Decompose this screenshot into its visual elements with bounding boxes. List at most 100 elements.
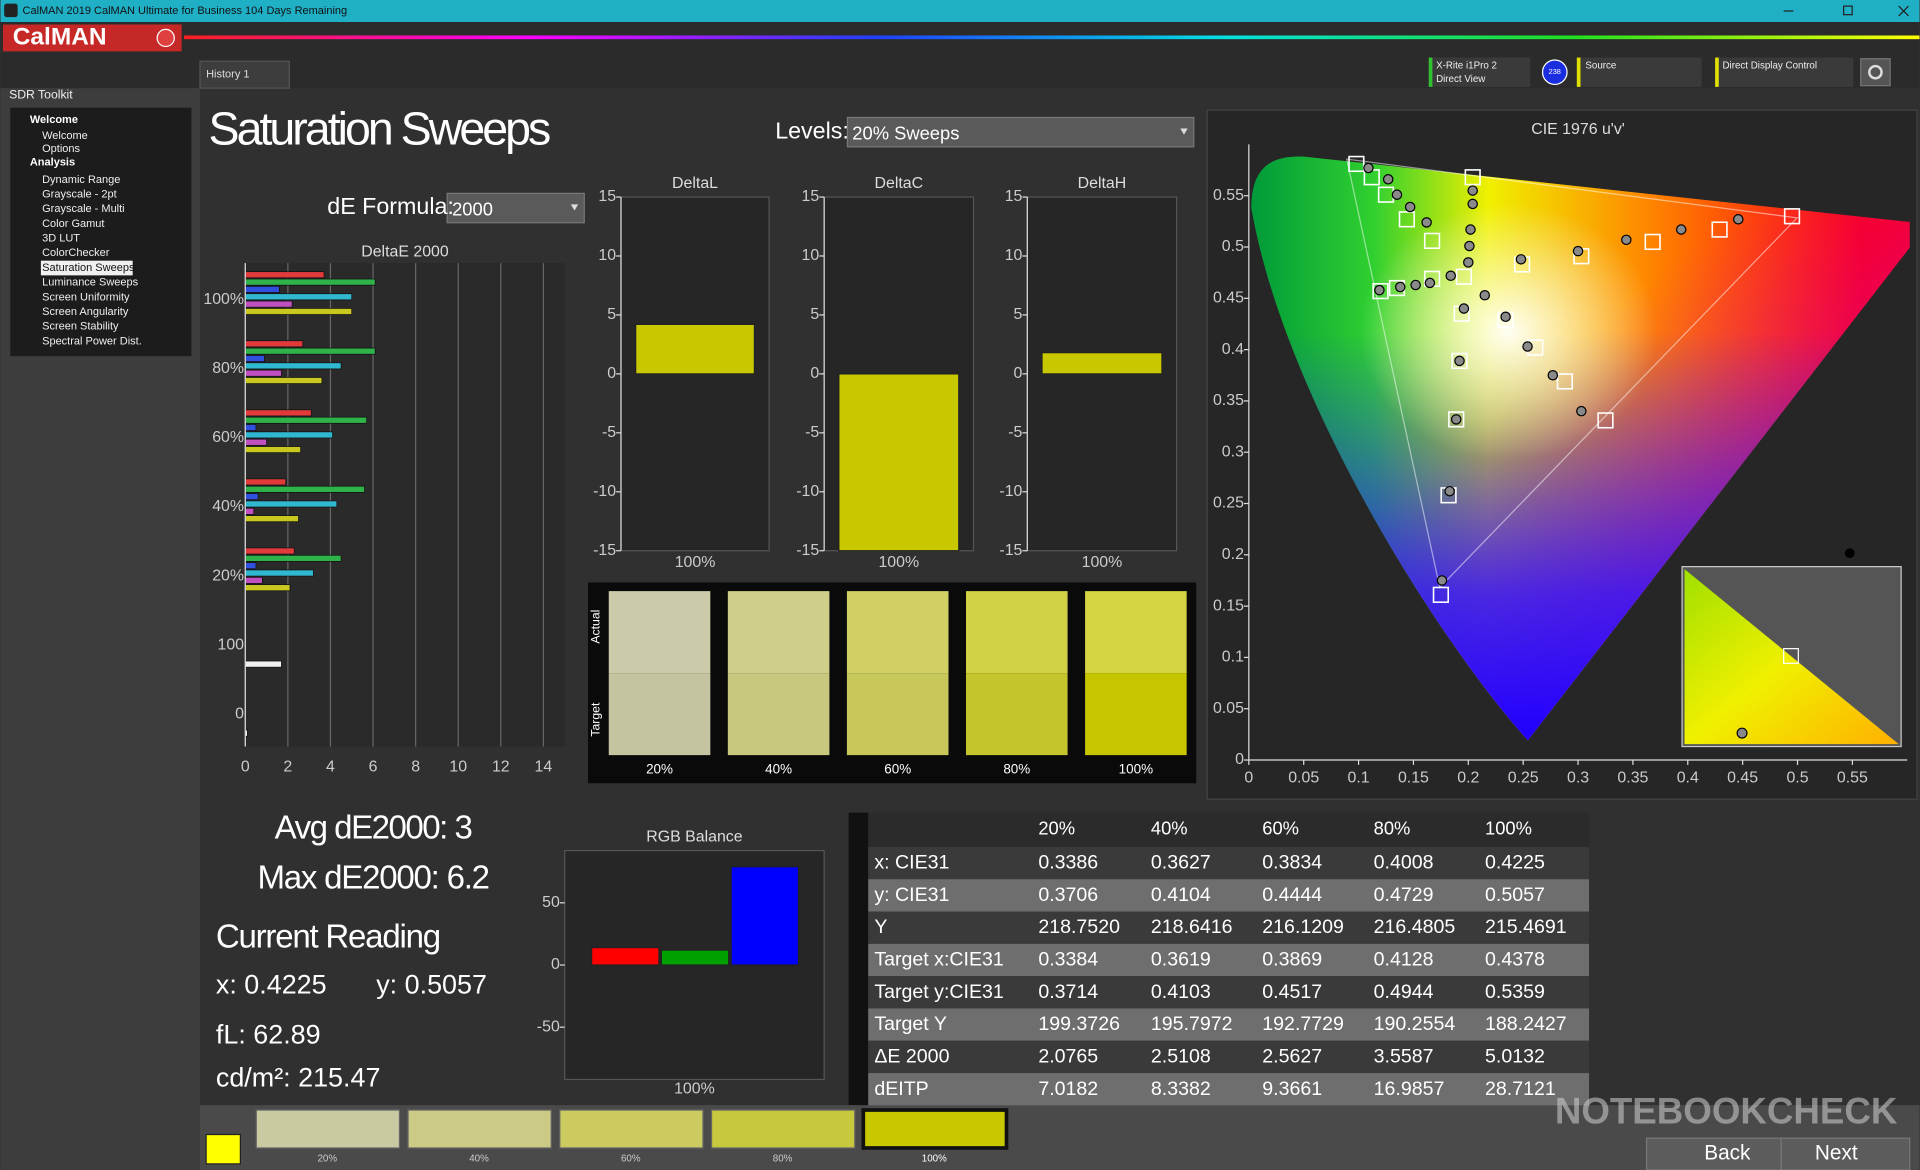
y-tick-label: -5: [602, 424, 616, 441]
measured-point: [1522, 341, 1533, 352]
meter-mode: Direct View: [1436, 74, 1486, 85]
thumbnail[interactable]: [710, 1109, 856, 1149]
restore-button[interactable]: [1843, 5, 1853, 16]
table-cell: 190.2554: [1374, 1013, 1456, 1035]
y-tick-label: -5: [1008, 424, 1022, 441]
x-tick-label: 0.55: [1837, 770, 1868, 787]
levels-dropdown[interactable]: [846, 116, 1195, 148]
table-cell: 0.3627: [1151, 852, 1211, 874]
chart-title: CIE 1976 u'v': [1531, 121, 1625, 138]
formula-dropdown[interactable]: [446, 192, 585, 224]
tree-item[interactable]: Grayscale - 2pt: [42, 188, 117, 200]
formula-value: 2000: [452, 198, 493, 219]
tree-item[interactable]: Spectral Power Dist.: [42, 335, 142, 347]
tree-item[interactable]: Screen Uniformity: [42, 291, 130, 303]
x-tick-label: 100%: [878, 554, 919, 571]
dropdown-arrow: [1180, 128, 1188, 135]
back-button[interactable]: [1645, 1137, 1782, 1170]
swatch-label: 100%: [1119, 761, 1153, 776]
table-row: [868, 943, 1590, 977]
y-tick-label: 0: [1235, 751, 1244, 768]
current-point: [1844, 548, 1855, 559]
tree-item[interactable]: Screen Stability: [42, 321, 119, 333]
close-button[interactable]: [1898, 5, 1909, 17]
table-cell: 2.5108: [1151, 1045, 1211, 1067]
thumbnail[interactable]: [861, 1108, 1009, 1150]
source-label: Source: [1585, 61, 1616, 72]
tree-item[interactable]: Grayscale - Multi: [42, 203, 125, 215]
x-tick-label: 0.15: [1398, 770, 1429, 787]
tree-item[interactable]: Color Gamut: [42, 218, 104, 230]
table-cell: 0.4378: [1485, 949, 1545, 971]
y-tick-label: -5: [805, 424, 819, 441]
source-box[interactable]: [1576, 57, 1702, 87]
watermark: NOTEBOOKCHECK: [1555, 1090, 1898, 1131]
bar: [244, 547, 295, 555]
next-button[interactable]: [1780, 1137, 1911, 1170]
measured-point: [1382, 174, 1394, 185]
bar: [244, 554, 342, 562]
bar: [244, 446, 302, 454]
inset-gamut: [1684, 569, 1899, 745]
tree-item[interactable]: ColorChecker: [42, 247, 110, 259]
gamut: [1251, 156, 1910, 741]
thumbnail-label: 60%: [621, 1154, 641, 1165]
tree-item[interactable]: Luminance Sweeps: [42, 277, 139, 289]
settings-button[interactable]: [1860, 58, 1891, 87]
measured-point: [1454, 355, 1465, 367]
y-tick-label: 60%: [212, 429, 244, 446]
x-tick-label: 0.25: [1508, 770, 1539, 787]
gear-icon: [1868, 64, 1883, 80]
table-cell: 9.3661: [1262, 1078, 1322, 1100]
table-cell: 3.5587: [1374, 1045, 1434, 1067]
display-box[interactable]: [1715, 57, 1854, 87]
table-cell: 0.4729: [1374, 884, 1434, 906]
table-cell: 0.5359: [1485, 981, 1545, 1003]
x-tick-label: 100%: [675, 554, 716, 571]
badge[interactable]: [1541, 59, 1568, 86]
bar: [244, 478, 287, 486]
table-cell: dEITP: [874, 1078, 928, 1100]
window-title: CalMAN 2019 CalMAN Ultimate for Business…: [23, 5, 348, 17]
page-title: Saturation Sweeps: [209, 102, 552, 154]
chart-title: RGB Balance: [646, 828, 743, 845]
chart-title: DeltaL: [672, 175, 718, 192]
table-cell: Target x:CIE31: [874, 949, 1003, 971]
y-tick-label: -10: [593, 483, 616, 500]
logo-box[interactable]: [2, 24, 182, 52]
y-tick-label: 0.15: [1213, 597, 1244, 614]
logo-menu[interactable]: [156, 28, 175, 48]
inset-measured: [1736, 727, 1748, 739]
tree-item[interactable]: Options: [42, 143, 80, 155]
y-tick-label: 0.25: [1213, 495, 1244, 512]
measured-point: [1363, 162, 1374, 174]
y-tick-label: 10: [802, 247, 820, 264]
y-tick-label: 5: [810, 306, 819, 323]
measured-point: [1374, 284, 1385, 296]
x-tick-label: 8: [411, 759, 420, 776]
bar: [244, 562, 257, 570]
tree-item[interactable]: Welcome: [42, 130, 88, 142]
target-point: [1451, 352, 1468, 370]
thumbnail[interactable]: [255, 1109, 401, 1149]
bar: [244, 286, 280, 293]
tree-item[interactable]: 3D LUT: [42, 233, 80, 245]
thumbnail[interactable]: [407, 1109, 552, 1149]
table-cell: 0.4517: [1262, 981, 1322, 1003]
tree-item[interactable]: Saturation Sweeps: [42, 262, 135, 274]
table-row: [868, 911, 1590, 944]
target-point: [1372, 282, 1389, 300]
avg-de: Avg dE2000: 3: [275, 810, 473, 847]
y-tick-label: 5: [607, 306, 616, 323]
table-cell: 0.4225: [1485, 852, 1545, 874]
table-cell: 215.4691: [1485, 916, 1567, 938]
history-tab[interactable]: [199, 60, 290, 89]
tree-item[interactable]: Dynamic Range: [42, 174, 120, 186]
x-tick-label: 0.45: [1727, 770, 1758, 787]
bar: [244, 377, 323, 384]
tree-item[interactable]: Screen Angularity: [42, 306, 129, 318]
back-label: Back: [1704, 1142, 1751, 1165]
meter-box[interactable]: [1428, 57, 1531, 87]
thumbnail[interactable]: [559, 1109, 704, 1149]
inset-target: [1783, 648, 1799, 664]
